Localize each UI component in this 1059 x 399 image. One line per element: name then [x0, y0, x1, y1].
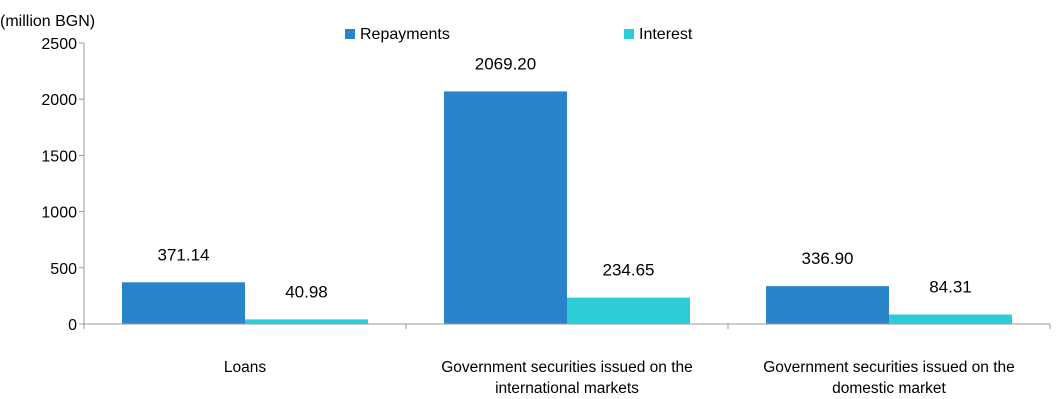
data-label: 40.98 [285, 282, 328, 301]
x-axis: Loans Government securities issued on the… [83, 324, 1051, 397]
legend-label: Repayments [360, 26, 450, 43]
bar-repayments [122, 282, 245, 324]
data-label: 371.14 [158, 245, 210, 264]
bars [122, 91, 1012, 324]
category-label: Government securities issued on the inter… [441, 359, 693, 397]
data-label: 336.90 [802, 249, 854, 268]
legend-swatch [345, 29, 355, 39]
bar-repayments [444, 91, 567, 324]
data-label: 234.65 [603, 261, 655, 280]
y-tick-label: 0 [68, 317, 77, 334]
bar-interest [889, 314, 1012, 324]
category-label-line: international markets [495, 380, 639, 397]
category-label-line: Government securities issued on the [441, 359, 693, 376]
category-label: Government securities issued on the domes… [763, 359, 1015, 397]
y-tick-label: 1000 [41, 205, 77, 222]
bar-repayments [766, 286, 889, 324]
y-tick-label: 500 [50, 261, 77, 278]
bar-interest [567, 297, 690, 324]
category-label-line: domestic market [832, 380, 946, 397]
legend-label: Interest [639, 26, 693, 43]
unit-label: (million BGN) [0, 13, 95, 30]
y-tick-label: 2000 [41, 92, 77, 109]
data-label: 2069.20 [475, 54, 536, 73]
category-label: Loans [224, 359, 266, 376]
y-tick-label: 2500 [41, 36, 77, 53]
data-label: 84.31 [929, 278, 972, 297]
y-tick-label: 1500 [41, 148, 77, 165]
category-label-line: Government securities issued on the [763, 359, 1015, 376]
legend: Repayments Interest [345, 26, 693, 43]
y-axis: 0 500 1000 1500 2000 2500 [41, 36, 84, 334]
category-label-line: Loans [224, 359, 266, 376]
data-labels: 371.14 2069.20 336.90 40.98 234.65 84.31 [158, 54, 972, 301]
legend-swatch [624, 29, 634, 39]
bar-interest [245, 319, 368, 324]
